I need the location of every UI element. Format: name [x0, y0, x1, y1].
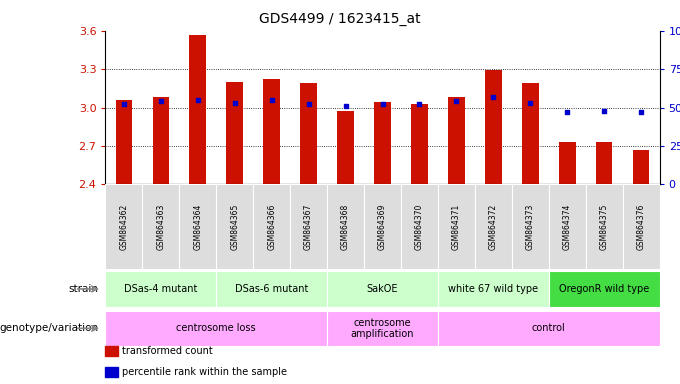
- Text: GSM864367: GSM864367: [304, 204, 313, 250]
- Text: percentile rank within the sample: percentile rank within the sample: [122, 367, 288, 377]
- Point: [488, 94, 499, 100]
- Bar: [116, 100, 132, 184]
- Text: centrosome loss: centrosome loss: [176, 323, 256, 333]
- Point: [155, 98, 166, 104]
- Text: GSM864370: GSM864370: [415, 204, 424, 250]
- Text: GSM864366: GSM864366: [267, 204, 276, 250]
- Bar: [512, 184, 549, 269]
- Text: GSM864373: GSM864373: [526, 204, 534, 250]
- Point: [340, 103, 351, 109]
- Bar: [142, 184, 180, 269]
- Bar: [448, 97, 464, 184]
- Bar: [105, 271, 216, 307]
- Text: GSM864375: GSM864375: [600, 204, 609, 250]
- Bar: [152, 97, 169, 184]
- Bar: [522, 83, 539, 184]
- Point: [525, 100, 536, 106]
- Text: GDS4499 / 1623415_at: GDS4499 / 1623415_at: [259, 12, 421, 25]
- Bar: [364, 184, 401, 269]
- Text: control: control: [532, 323, 566, 333]
- Text: GSM864368: GSM864368: [341, 204, 350, 250]
- Text: GSM864376: GSM864376: [636, 204, 645, 250]
- Text: genotype/variation: genotype/variation: [0, 323, 99, 333]
- Text: GSM864363: GSM864363: [156, 204, 165, 250]
- Point: [192, 97, 203, 103]
- Bar: [411, 104, 428, 184]
- Bar: [301, 83, 317, 184]
- Point: [599, 108, 610, 114]
- Bar: [327, 311, 438, 346]
- Point: [118, 101, 129, 108]
- Bar: [549, 184, 585, 269]
- Text: GSM864362: GSM864362: [120, 204, 129, 250]
- Text: GSM864369: GSM864369: [378, 204, 387, 250]
- Text: transformed count: transformed count: [122, 346, 213, 356]
- Text: GSM864364: GSM864364: [193, 204, 202, 250]
- Bar: [216, 184, 253, 269]
- Text: centrosome
amplification: centrosome amplification: [351, 318, 414, 339]
- Text: GSM864371: GSM864371: [452, 204, 461, 250]
- Point: [229, 100, 240, 106]
- Bar: [327, 271, 438, 307]
- Text: GSM864372: GSM864372: [489, 204, 498, 250]
- Bar: [401, 184, 438, 269]
- Bar: [438, 271, 549, 307]
- Point: [451, 98, 462, 104]
- Bar: [438, 311, 660, 346]
- Bar: [327, 184, 364, 269]
- Bar: [438, 184, 475, 269]
- Text: white 67 wild type: white 67 wild type: [448, 284, 539, 294]
- Text: DSas-6 mutant: DSas-6 mutant: [235, 284, 308, 294]
- Point: [377, 101, 388, 108]
- Text: GSM864374: GSM864374: [563, 204, 572, 250]
- Bar: [549, 271, 660, 307]
- Bar: [190, 35, 206, 184]
- Bar: [253, 184, 290, 269]
- Point: [414, 101, 425, 108]
- Bar: [596, 142, 613, 184]
- Bar: [105, 311, 327, 346]
- Point: [303, 101, 314, 108]
- Bar: [226, 82, 243, 184]
- Bar: [374, 103, 391, 184]
- Bar: [180, 184, 216, 269]
- Bar: [623, 184, 660, 269]
- Bar: [559, 142, 575, 184]
- Bar: [216, 271, 327, 307]
- Bar: [290, 184, 327, 269]
- Text: strain: strain: [69, 284, 99, 294]
- Text: SakOE: SakOE: [367, 284, 398, 294]
- Bar: [337, 111, 354, 184]
- Point: [562, 109, 573, 115]
- Text: GSM864365: GSM864365: [231, 204, 239, 250]
- Bar: [475, 184, 512, 269]
- Bar: [105, 184, 142, 269]
- Bar: [585, 184, 623, 269]
- Text: DSas-4 mutant: DSas-4 mutant: [124, 284, 197, 294]
- Point: [636, 109, 647, 115]
- Text: OregonR wild type: OregonR wild type: [559, 284, 649, 294]
- Bar: [485, 70, 502, 184]
- Bar: [263, 79, 280, 184]
- Bar: [633, 150, 649, 184]
- Point: [267, 97, 277, 103]
